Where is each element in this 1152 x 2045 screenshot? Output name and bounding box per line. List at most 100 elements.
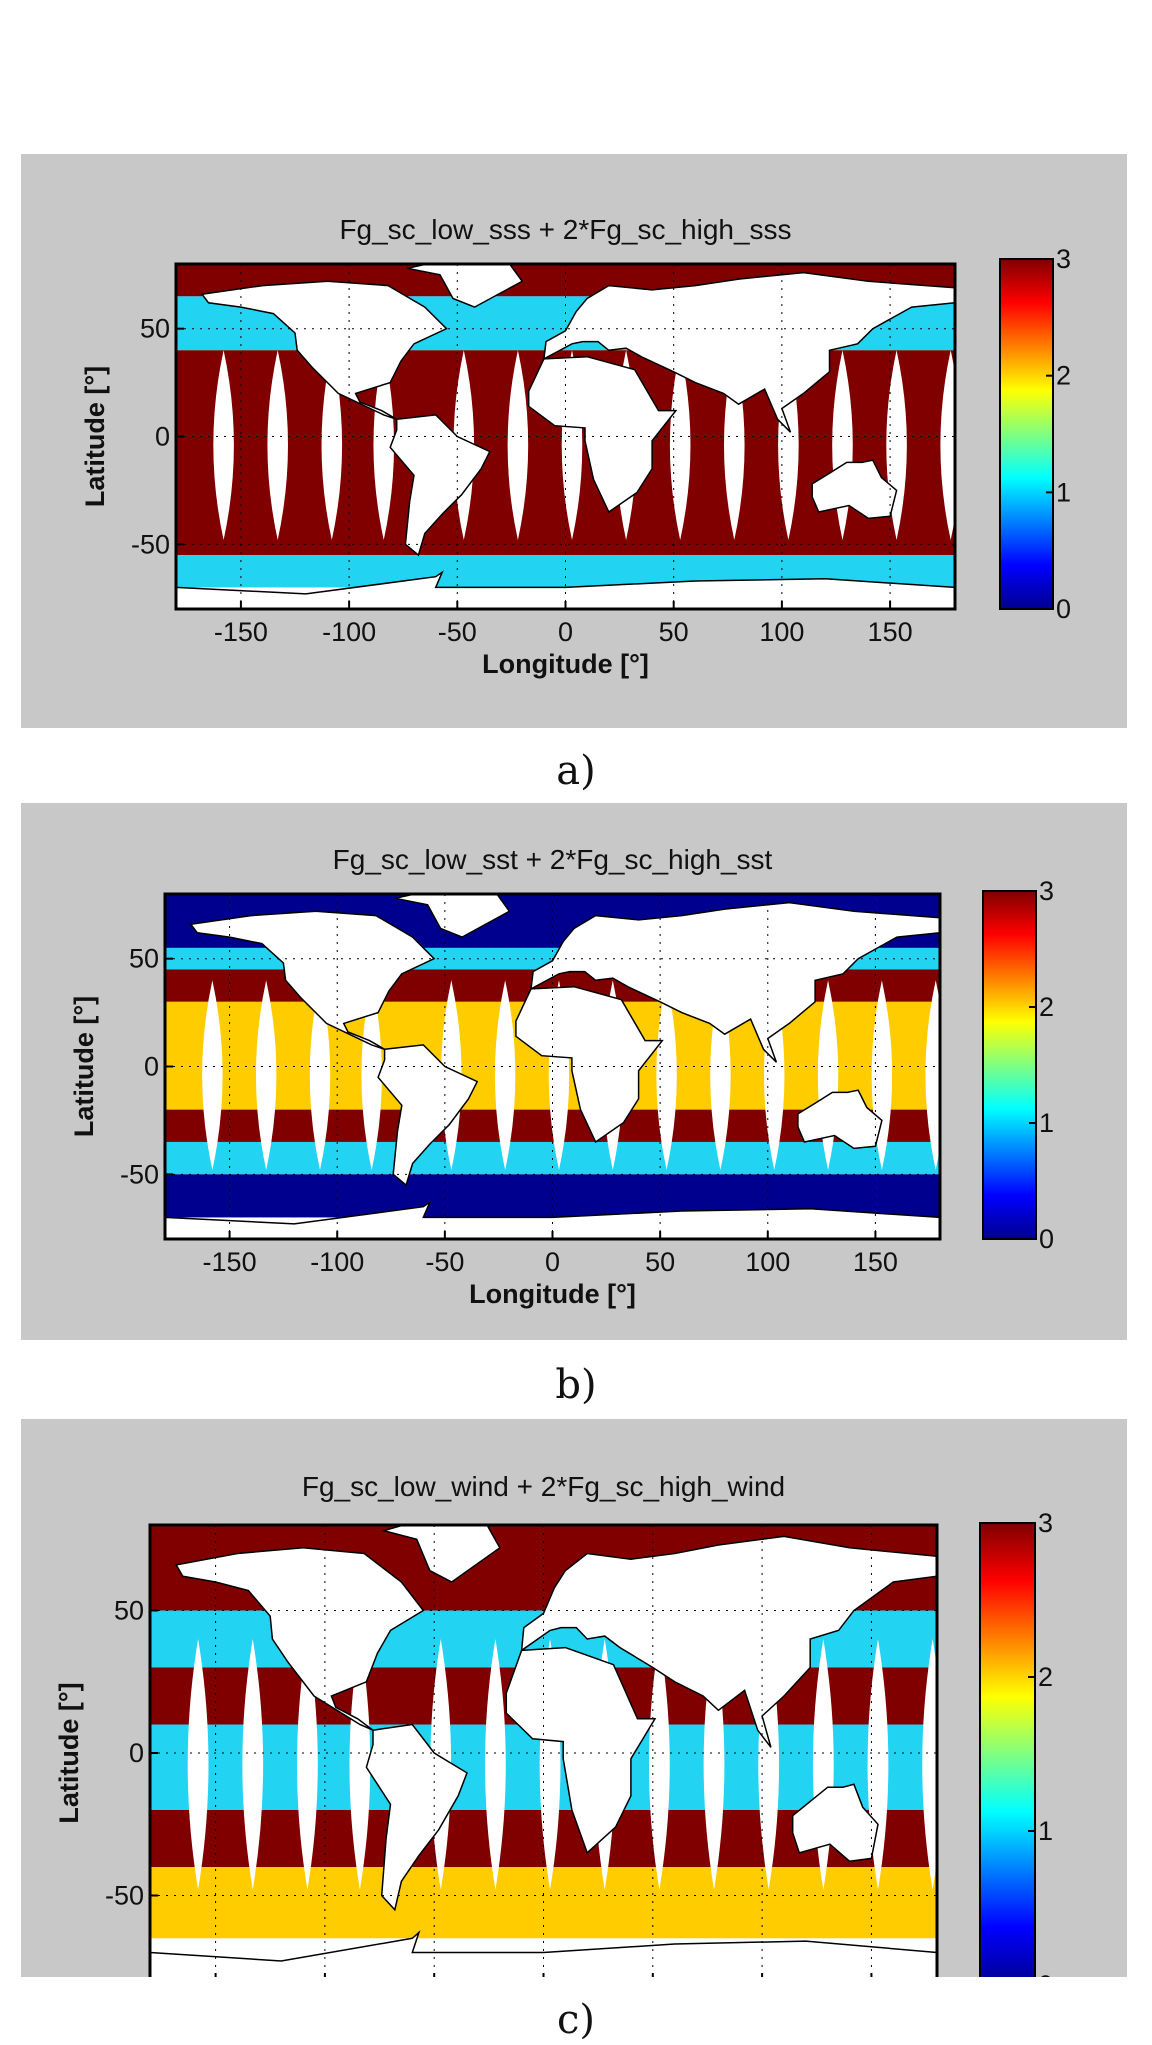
colorbar	[999, 258, 1054, 610]
swath-gap-2	[297, 1639, 318, 1890]
land-mass-6	[176, 570, 955, 609]
land-mass-0	[189, 910, 436, 1051]
chart-title: Fg_sc_low_wind + 2*Fg_sc_high_wind	[302, 1471, 785, 1502]
caption-c: c)	[556, 1997, 595, 2043]
land-mass-4	[530, 901, 940, 1063]
land-mass-6	[150, 1930, 937, 1977]
caption-b: b)	[555, 1362, 597, 1408]
x-tick-label-2: -50	[425, 1247, 464, 1277]
swath-gap-0	[187, 1639, 209, 1890]
y-tick-label-0: 50	[140, 314, 170, 344]
y-axis-label: Latitude [°]	[80, 366, 110, 507]
x-tick-label-1: -100	[310, 1247, 364, 1277]
land-mass-3	[505, 1646, 657, 1855]
x-axis-label: Longitude [°]	[482, 649, 649, 679]
x-tick-label-0: -150	[203, 1247, 257, 1277]
y-tick-label-0: 50	[129, 944, 159, 974]
y-tick-label-0: 50	[114, 1596, 144, 1626]
land-mass-5	[797, 1089, 883, 1150]
x-tick-label-3: 0	[545, 1247, 560, 1277]
colorbar-tick-label-2: 1	[1039, 1108, 1054, 1138]
caption-a: a)	[556, 748, 596, 794]
colorbar-tick-label-1: 2	[1056, 361, 1071, 391]
y-tick-label-2: -50	[105, 1881, 144, 1911]
land-mass-5	[811, 459, 898, 520]
y-tick-label-2: -50	[120, 1159, 159, 1189]
land-mass-0	[175, 1547, 425, 1731]
x-tick-label-6: 150	[853, 1247, 898, 1277]
colorbar-tick-label-2: 1	[1038, 1816, 1053, 1846]
swath-gap-5	[485, 1639, 506, 1890]
swath-gap-13	[922, 1639, 937, 1890]
y-tick-label-1: 0	[144, 1052, 159, 1082]
chart-title: Fg_sc_low_sss + 2*Fg_sc_high_sss	[339, 214, 791, 245]
colorbar-tick-label-2: 1	[1056, 477, 1071, 507]
colorbar-tick-label-3: 0	[1039, 1224, 1054, 1254]
swath-gap-3	[373, 350, 395, 540]
panel-c: Fg_sc_low_wind + 2*Fg_sc_high_wind-150-1…	[21, 1419, 1127, 1977]
swath-gap-0	[202, 980, 223, 1170]
y-tick-label-1: 0	[129, 1738, 144, 1768]
x-tick-label-5: 100	[745, 1247, 790, 1277]
land-mass-2	[381, 1525, 501, 1583]
map-area	[150, 1525, 937, 1977]
colorbar-tick-label-1: 2	[1039, 992, 1054, 1022]
land-mass-6	[165, 1200, 940, 1239]
swath-gap-1	[267, 350, 288, 540]
swath-gap-5	[507, 350, 529, 540]
land-mass-4	[520, 1535, 937, 1748]
colorbar-tick-label-0: 3	[1056, 244, 1071, 274]
y-axis-label: Latitude [°]	[69, 996, 99, 1137]
land-mass-4	[542, 271, 955, 433]
swath-gap-2	[321, 350, 343, 540]
land-mass-1	[377, 1044, 479, 1187]
swath-gap-3	[361, 980, 382, 1170]
land-mass-3	[527, 355, 678, 514]
x-tick-label-0: -150	[214, 617, 268, 647]
y-axis-label: Latitude [°]	[54, 1682, 84, 1823]
x-tick-label-4: 50	[645, 1247, 675, 1277]
swath-gap-5	[494, 980, 516, 1170]
map-area	[176, 264, 955, 609]
land-mass-1	[365, 1723, 468, 1912]
chart-svg-a: Fg_sc_low_sss + 2*Fg_sc_high_sss -150 -100…	[80, 214, 1071, 679]
land-mass-2	[395, 894, 511, 938]
swath-gap-13	[940, 350, 955, 540]
colorbar	[982, 890, 1037, 1240]
x-tick-label-2: -50	[438, 617, 477, 647]
colorbar-tick-label-1: 2	[1038, 1662, 1053, 1692]
colorbar	[979, 1522, 1036, 1977]
colorbar-tick-label-0: 3	[1039, 876, 1054, 906]
swath-gap-2	[309, 980, 331, 1170]
swath-gap-8	[656, 980, 677, 1170]
x-tick-label-6: 150	[868, 617, 913, 647]
panel-b: Fg_sc_low_sst + 2*Fg_sc_high_sst -150 -100…	[21, 803, 1127, 1340]
swath-gap-0	[213, 350, 234, 540]
land-mass-3	[515, 985, 664, 1144]
chart-svg-b: Fg_sc_low_sst + 2*Fg_sc_high_sst -150 -100…	[69, 844, 1054, 1309]
x-tick-label-3: 0	[558, 617, 573, 647]
x-axis-label: Longitude [°]	[469, 1279, 636, 1309]
x-tick-label-4: 50	[659, 617, 689, 647]
map-area	[165, 894, 940, 1239]
colorbar-tick-label-3: 0	[1056, 594, 1071, 624]
colorbar-tick-label-3: 0	[1038, 1970, 1053, 1977]
x-tick-label-5: 100	[759, 617, 804, 647]
colorbar-tick-label-0: 3	[1038, 1508, 1053, 1538]
land-mass-5	[791, 1783, 879, 1863]
y-tick-label-1: 0	[155, 422, 170, 452]
land-mass-0	[200, 280, 448, 421]
panel-a: Fg_sc_low_sss + 2*Fg_sc_high_sss -150 -100…	[21, 154, 1127, 728]
swath-gap-13	[925, 980, 940, 1170]
x-tick-label-1: -100	[322, 617, 376, 647]
land-mass-2	[407, 264, 524, 308]
swath-gap-1	[242, 1639, 264, 1890]
land-mass-1	[389, 414, 491, 557]
swath-gap-3	[349, 1639, 371, 1890]
swath-gap-8	[648, 1639, 670, 1890]
swath-gap-1	[255, 980, 277, 1170]
swath-gap-8	[669, 350, 691, 540]
y-tick-label-2: -50	[131, 529, 170, 559]
chart-svg-c: Fg_sc_low_wind + 2*Fg_sc_high_wind-150-1…	[54, 1471, 1053, 1977]
chart-title: Fg_sc_low_sst + 2*Fg_sc_high_sst	[333, 844, 773, 875]
